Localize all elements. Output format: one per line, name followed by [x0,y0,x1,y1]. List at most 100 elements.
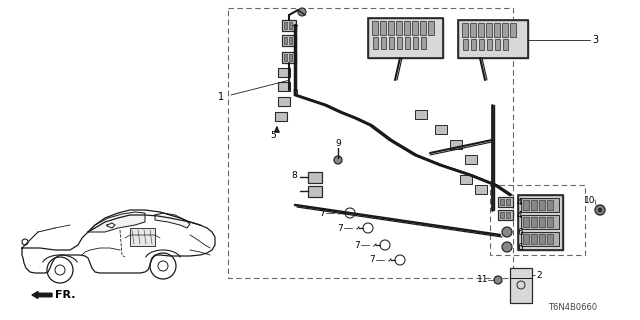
Bar [539,200,545,210]
Bar [404,21,410,35]
Bar [503,39,508,50]
Text: 7: 7 [355,241,360,250]
Bar [521,232,559,246]
Circle shape [298,8,306,16]
Bar [539,217,545,227]
Bar [450,140,462,149]
Text: 8: 8 [291,171,297,180]
Text: 7: 7 [337,223,343,233]
Text: FR.: FR. [55,290,76,300]
Bar [487,39,492,50]
Bar [547,200,553,210]
Text: 10: 10 [584,196,595,204]
Bar [531,234,537,244]
Bar [389,37,394,49]
Bar [289,37,292,44]
Bar [282,35,296,46]
Bar [498,197,513,207]
Bar [463,39,468,50]
Bar [308,172,322,183]
Bar [284,54,287,61]
Bar [388,21,394,35]
Text: 4: 4 [517,211,523,220]
Bar [460,175,472,184]
Bar [278,68,290,77]
Bar [381,37,386,49]
Bar [368,18,443,58]
Polygon shape [88,212,145,232]
Bar [428,21,434,35]
Bar [547,234,553,244]
Bar [521,198,559,212]
Bar [284,22,287,29]
Bar [275,112,287,121]
Bar [435,125,447,134]
Bar [478,23,484,37]
Bar [380,21,386,35]
Bar [308,186,322,197]
Bar [547,217,553,227]
Bar [282,20,296,31]
Bar [518,195,563,250]
Bar [278,97,290,106]
Circle shape [598,208,602,212]
Text: 9: 9 [335,139,340,148]
Bar [130,228,155,246]
Bar [510,23,516,37]
Bar [396,21,402,35]
Polygon shape [275,127,279,132]
Bar [405,37,410,49]
Bar [523,217,529,227]
Bar [415,110,427,119]
Text: 3: 3 [592,35,598,45]
Bar [500,212,504,218]
Bar [284,37,287,44]
Text: 6: 6 [517,243,523,252]
Text: 7: 7 [319,209,325,218]
Bar [518,195,563,250]
Bar [510,268,532,303]
Bar [486,23,492,37]
Bar [506,199,510,205]
Circle shape [595,205,605,215]
Bar [494,23,500,37]
Bar [420,21,426,35]
Bar [490,185,585,255]
Circle shape [502,227,512,237]
Bar [373,37,378,49]
Bar [289,54,292,61]
FancyArrow shape [32,292,52,299]
Circle shape [502,242,512,252]
Bar [289,22,292,29]
Bar [421,37,426,49]
Circle shape [494,276,502,284]
Text: 7: 7 [369,255,375,265]
Bar [465,155,477,164]
Bar [531,200,537,210]
Text: T6N4B0660: T6N4B0660 [548,303,597,313]
Bar [372,21,378,35]
Bar [397,37,402,49]
Polygon shape [155,213,190,228]
Bar [523,234,529,244]
Bar [462,23,468,37]
Bar [502,23,508,37]
Text: 1: 1 [218,92,224,102]
Bar [228,8,513,278]
Bar [368,18,443,58]
Bar [475,185,487,194]
Circle shape [334,156,342,164]
Text: 11: 11 [477,276,488,284]
Bar [500,199,504,205]
Bar [521,215,559,229]
Bar [531,217,537,227]
Text: 2: 2 [536,270,541,279]
Bar [278,82,290,91]
Bar [498,210,513,220]
Bar [470,23,476,37]
Bar [471,39,476,50]
Text: 5: 5 [270,131,276,140]
Bar [495,39,500,50]
Bar [458,20,528,58]
Bar [506,212,510,218]
